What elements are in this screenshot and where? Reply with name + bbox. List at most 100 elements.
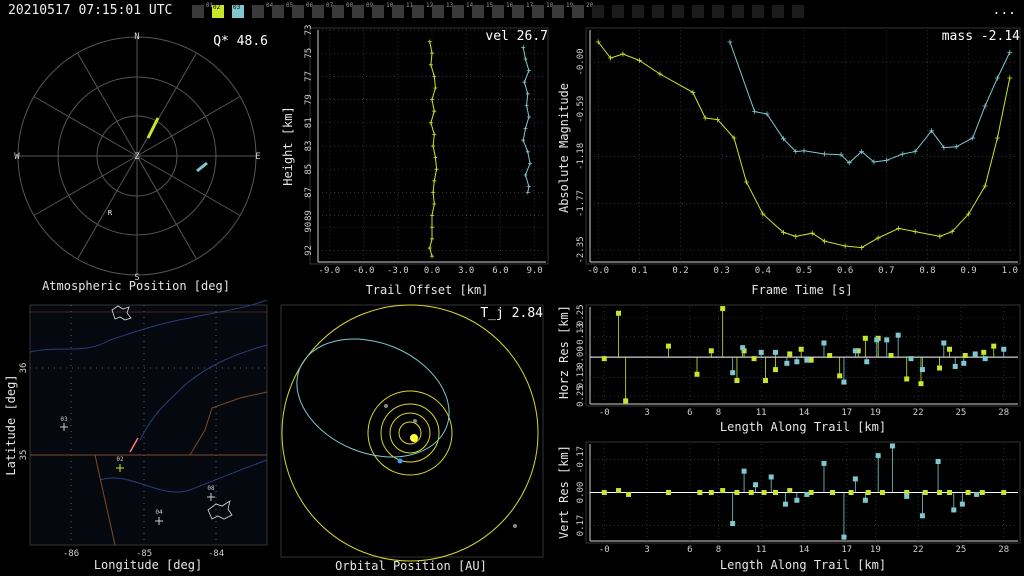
svg-text:02: 02 (116, 456, 124, 463)
x-tick-label: -0 (599, 545, 610, 555)
residual-point (720, 306, 726, 312)
sun-icon (410, 434, 418, 442)
magnitude-point (937, 233, 943, 239)
height-point (523, 57, 528, 61)
magnitude-point (690, 89, 696, 95)
camera-chip[interactable]: 12 (412, 2, 433, 18)
camera-chip[interactable]: 18 (532, 2, 553, 18)
height-point (433, 86, 438, 90)
camera-chip[interactable]: 07 (312, 2, 333, 18)
x-tick-label: 0.2 (672, 266, 688, 276)
timestamp: 20210517 07:15:01 UTC (8, 3, 173, 18)
residual-point (904, 376, 910, 382)
y-tick-label: 0.00 (576, 482, 586, 504)
planet-marker (384, 404, 388, 408)
residual-point (616, 310, 622, 316)
camera-chip[interactable] (792, 5, 804, 18)
camera-chip[interactable] (632, 5, 644, 18)
camera-chip[interactable]: 20 (572, 2, 593, 18)
camera-chip[interactable] (732, 5, 744, 18)
horz-res-ylabel: Horz Res [km] (557, 305, 571, 399)
height-ylabel: Height [km] (281, 106, 295, 185)
camera-chip[interactable]: 15 (472, 2, 493, 18)
station-04: 04 (155, 509, 163, 525)
residual-point (697, 490, 703, 495)
residual-point (991, 343, 997, 349)
atmospheric-panel: N S E W Z R Q* 48.6 Atmospheric Position… (14, 32, 268, 293)
residual-point (734, 378, 740, 384)
residual-point (772, 367, 778, 373)
tisserand-annotation: T_j 2.84 (480, 306, 543, 321)
camera-chip[interactable] (652, 5, 664, 18)
residual-point (665, 343, 671, 349)
camera-chip[interactable]: 11 (392, 2, 413, 18)
meteoroid-orbit (296, 338, 450, 458)
residual-point (830, 490, 836, 495)
menu-button[interactable]: ... (992, 3, 1016, 18)
camera-chip[interactable]: 04 (252, 2, 273, 18)
camera-chip[interactable] (592, 5, 604, 18)
residual-point (908, 356, 914, 362)
track-camera-03 (196, 161, 208, 173)
orbit-venus (389, 412, 431, 454)
camera-chip-label: 14 (466, 2, 474, 9)
residual-point (804, 357, 810, 363)
residual-point (937, 490, 943, 495)
x-tick-label: 0.3 (714, 266, 730, 276)
magnitude-point (838, 152, 844, 158)
station-02: 02 (116, 456, 124, 472)
camera-chip[interactable]: 08 (332, 2, 353, 18)
residual-point (982, 356, 988, 362)
camera-chip-label: 07 (326, 2, 334, 9)
camera-chip[interactable] (712, 5, 724, 18)
residual-point (782, 501, 788, 507)
camera-chip[interactable]: 06 (292, 2, 313, 18)
residual-point (821, 340, 827, 346)
camera-chip[interactable]: 02 (212, 4, 224, 18)
camera-chip[interactable]: 16 (492, 2, 513, 18)
residual-point (616, 488, 622, 494)
camera-chip[interactable] (692, 5, 704, 18)
camera-chip[interactable] (752, 5, 764, 18)
camera-chip-label: 17 (526, 2, 534, 9)
magnitude-point (846, 160, 852, 166)
x-tick-label: 8 (716, 408, 721, 418)
map-gridlines (30, 305, 267, 545)
y-tick-label: 89 (304, 210, 314, 221)
residual-point (852, 348, 858, 354)
camera-chip[interactable]: 13 (432, 2, 453, 18)
camera-chip-label: 08 (346, 2, 354, 9)
x-tick-label: -6.0 (353, 266, 375, 276)
polar-spoke (136, 52, 197, 157)
x-tick-label: 19 (870, 408, 881, 418)
camera-chip[interactable]: 10 (372, 2, 393, 18)
x-tick-label: 0.8 (919, 266, 935, 276)
camera-chip[interactable]: 01 (192, 2, 213, 18)
camera-chip[interactable]: 14 (452, 2, 473, 18)
map-river-1 (29, 299, 268, 353)
residual-point (888, 353, 894, 358)
map-ytick: 35 (19, 450, 29, 461)
magnitude-panel: -0.0 0.1 0.2 0.3 0.4 0.5 0.6 0.7 0.8 0.9 1.0 -0.00 -… (557, 27, 1021, 297)
camera-chip[interactable] (612, 5, 624, 18)
residual-point (852, 476, 858, 482)
orbit-xlabel: Orbital Position [AU] (335, 559, 487, 573)
camera-chip[interactable]: 09 (352, 2, 373, 18)
magnitude-point (822, 151, 828, 157)
camera-chip-label: 19 (566, 2, 574, 9)
y-tick-label: -1.77 (576, 190, 586, 217)
height-point (428, 120, 433, 125)
magnitude-point (822, 238, 828, 244)
residual-point (708, 348, 714, 354)
camera-chip[interactable]: 05 (272, 2, 293, 18)
compass-west: W (14, 152, 20, 162)
residual-point (981, 349, 987, 355)
camera-chip[interactable] (772, 5, 784, 18)
camera-chip[interactable]: 17 (512, 2, 533, 18)
camera-chip[interactable] (672, 5, 684, 18)
camera-chip[interactable]: 19 (552, 2, 573, 18)
camera-chip[interactable]: 03 (232, 4, 244, 18)
y-tick-label: -0.25 (576, 304, 586, 331)
magnitude-point (970, 135, 976, 141)
residual-point (961, 360, 967, 366)
